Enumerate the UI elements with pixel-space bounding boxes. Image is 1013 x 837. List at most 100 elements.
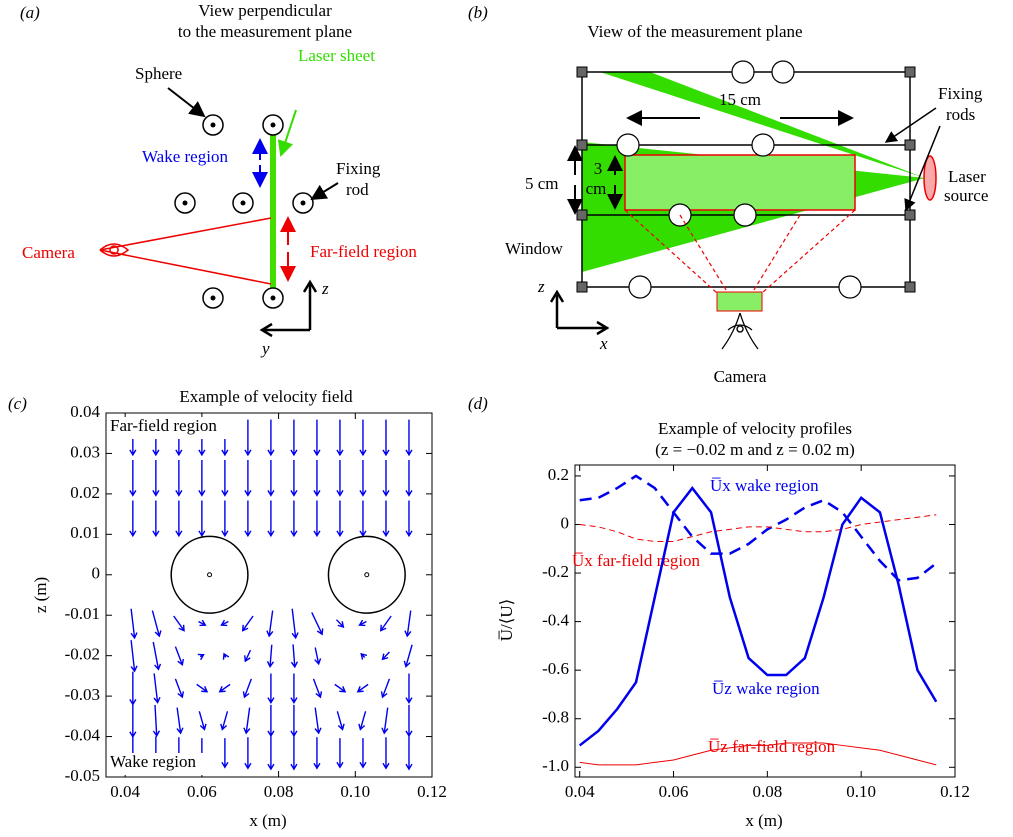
panel-label: (a) [20,3,40,22]
plot-frame [105,412,433,778]
camera-sensor [716,291,763,312]
velocity-arrow [359,500,367,538]
velocity-arrow [130,640,138,673]
velocity-arrow [244,500,252,538]
measurement-area [624,154,856,211]
velocity-arrow [336,738,344,769]
axis-heads [549,289,610,336]
y-tick-label: -0.01 [65,604,100,623]
axis-label: z [537,277,545,296]
velocity-arrow [266,644,275,668]
velocity-arrow [290,704,298,738]
velocity-arrow [382,419,390,457]
plot-frame [574,464,956,778]
sphere-center [207,572,213,578]
arrow [884,107,937,143]
label: 3 [594,159,603,178]
velocity-arrow [314,647,322,666]
y-axis-label: U̅/⟨U⟩ [497,599,516,642]
velocity-arrow [336,460,344,497]
label: 5 cm [525,174,559,193]
velocity-arrow [313,500,321,538]
velocity-arrow [152,460,160,497]
series-line [579,742,937,766]
velocity-arrow [382,500,390,538]
arrow [167,87,206,118]
velocity-arrow [267,736,275,771]
x-tick-label: 0.06 [659,782,689,801]
title-line: View perpendicular [198,1,332,20]
velocity-arrow [359,738,367,769]
velocity-arrow [380,615,392,632]
sphere-center [364,572,370,578]
chart-title: Example of velocity profiles [658,419,852,438]
view-lines [624,209,856,294]
velocity-arrow [220,711,229,731]
annotation: Far-field region [110,416,217,435]
camera-eye [721,312,759,350]
velocity-arrow [267,704,275,738]
axes [264,284,312,332]
velocity-arrow [129,460,137,497]
label: 15 cm [719,90,761,109]
y-tick-label: -0.05 [65,766,100,785]
arrow [904,125,941,212]
velocity-arrow [313,737,321,770]
velocity-arrow [220,619,229,627]
label: Window [505,239,564,258]
label: cm [586,179,607,198]
velocity-arrow [336,711,345,731]
velocity-arrow [311,612,324,636]
velocity-arrow [197,653,205,661]
axis-label: z [321,279,329,298]
label: rods [946,105,975,124]
velocity-arrow [198,711,207,731]
annotation: Wake region [110,752,196,771]
velocity-arrow [290,736,298,771]
velocity-arrow [405,500,413,538]
velocity-arrow [360,652,368,660]
sphere [170,535,249,614]
velocity-arrow [405,736,413,771]
series-label: U̅z wake region [712,679,820,698]
velocity-arrow [152,500,160,538]
label: Far-field region [310,242,417,261]
panel-label: (b) [468,3,488,22]
y-tick-label: -0.02 [65,645,100,664]
label: Camera [714,367,767,386]
velocity-arrow [358,711,367,731]
velocity-arrow [222,652,230,660]
panel-label: (d) [468,394,488,413]
series-label: U̅z far-field region [708,737,836,756]
series-label: U̅x wake region [710,476,819,495]
arrow [277,109,297,157]
y-tick-label: -0.8 [542,708,569,727]
velocity-arrow [221,738,229,769]
velocity-arrow [404,610,412,638]
x-tick-label: 0.12 [940,782,970,801]
velocity-arrow [244,737,252,770]
velocity-arrow [403,644,413,668]
velocity-arrow [405,704,413,738]
velocity-arrow [313,419,321,457]
series-label: U̅x far-field region [572,551,701,570]
velocity-arrow [267,673,275,704]
velocity-arrow [198,500,206,538]
sphere [327,535,406,614]
velocity-arrow [405,419,413,457]
y-tick-label: -0.6 [542,659,569,678]
velocity-arrow [243,707,251,735]
sphere-dots [182,122,306,301]
velocity-arrow [151,610,162,638]
x-axis-label: x (m) [745,811,782,830]
title: View of the measurement plane [587,22,802,41]
velocity-arrow [129,500,137,538]
velocity-arrow [380,678,391,699]
series-line [578,486,938,747]
velocity-arrow [129,703,137,739]
velocity-arrow [244,460,252,497]
y-tick-label: -0.4 [542,611,569,630]
laser-source [923,155,937,201]
velocity-arrow [196,683,209,693]
velocity-arrow [198,460,206,497]
